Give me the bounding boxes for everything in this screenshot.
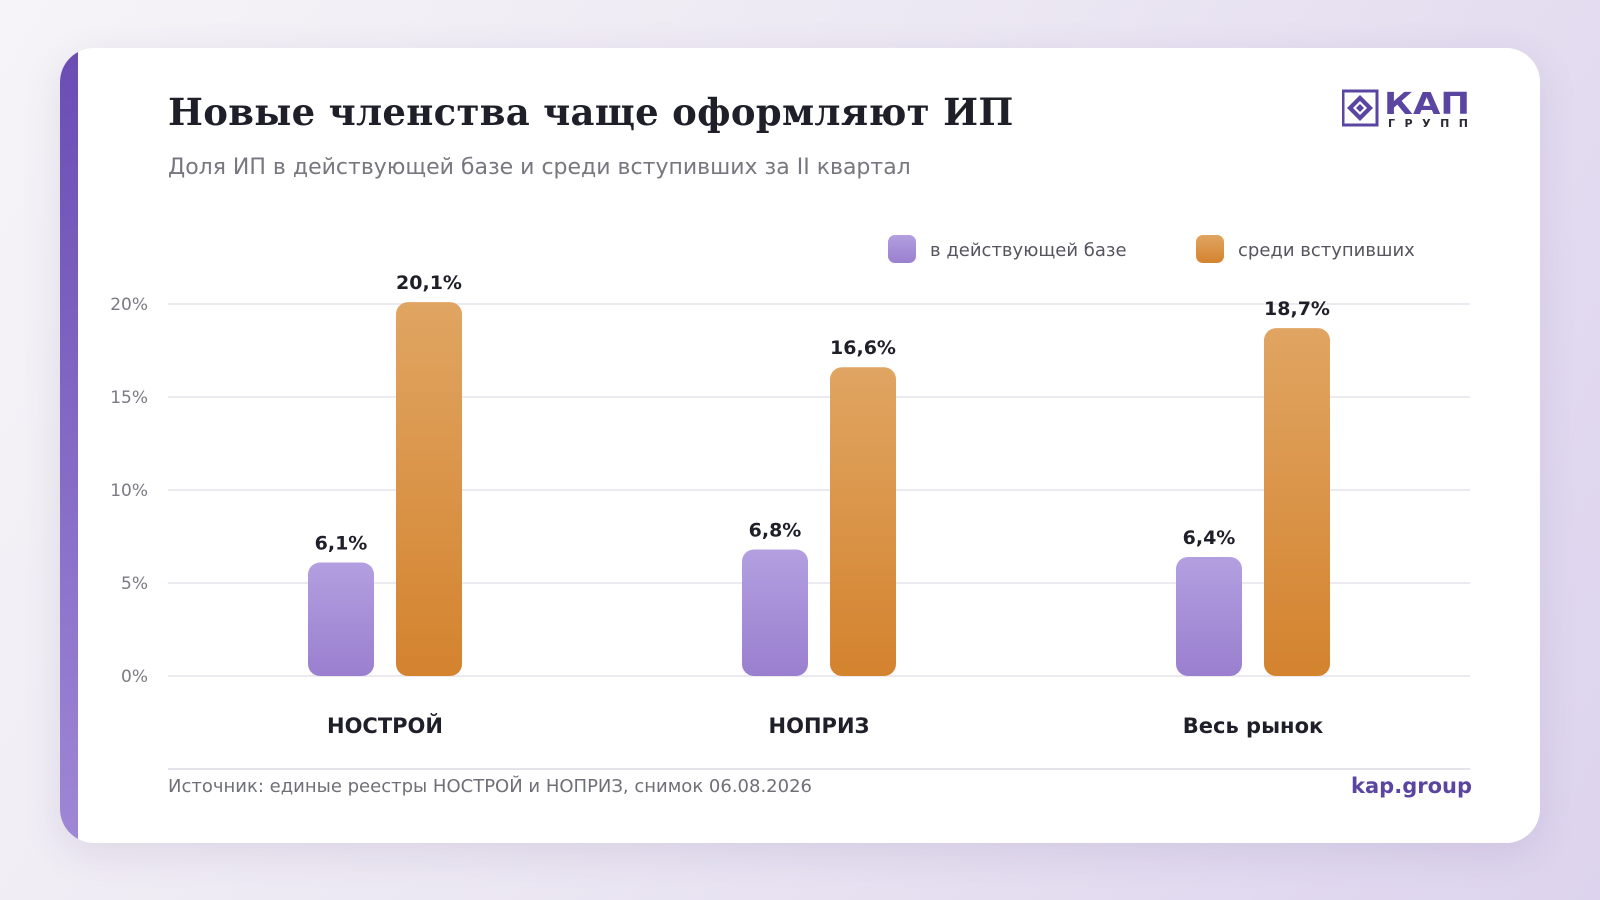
category-label: НОПРИЗ [769, 714, 870, 738]
bar-base-3 [1176, 556, 1242, 676]
company-logo: КАП ГРУПП [1342, 87, 1470, 130]
category-label: Весь рынок [1183, 714, 1324, 738]
chart-subtitle: Доля ИП в действующей базе и среди вступ… [168, 155, 911, 180]
y-tick-label: 10% [110, 481, 148, 501]
data-label: 16,6% [830, 337, 896, 359]
chart-card: Новые членства чаще оформляют ИП Доля ИП… [60, 48, 1540, 843]
y-tick-label: 15% [110, 388, 148, 408]
bar-new-2 [830, 367, 896, 676]
value-labels: 6,1% 20,1% НОСТРОЙ 6,8% 16,6% НОПРИЗ 6,4% 18,7%… [315, 272, 1330, 738]
bar-new-1 [396, 302, 462, 676]
grid-lines: 0% 5% 10% 15% 20% [110, 295, 1470, 687]
data-label: 6,8% [749, 520, 802, 542]
legend-swatch [888, 235, 916, 263]
bar-base-2 [742, 549, 808, 676]
y-tick-label: 0% [121, 667, 148, 687]
logo-name: КАП [1384, 87, 1470, 122]
source-note: Источник: единые реестры НОСТРОЙ и НОПРИ… [168, 776, 812, 797]
footer-divider [168, 768, 1470, 770]
bars [308, 302, 1330, 676]
legend-label: среди вступивших [1238, 240, 1415, 261]
data-label: 6,4% [1183, 527, 1236, 549]
y-tick-label: 5% [121, 574, 148, 594]
data-label: 6,1% [315, 533, 368, 555]
category-label: НОСТРОЙ [327, 713, 443, 738]
diamond-logo-icon [1342, 89, 1379, 127]
legend-swatch [1196, 235, 1224, 263]
data-label: 20,1% [396, 272, 462, 294]
chart-title: Новые членства чаще оформляют ИП [168, 90, 1014, 134]
data-label: 18,7% [1264, 298, 1330, 320]
bar-chart: 0% 5% 10% 15% 20% 6,1% 20,1% НОСТРОЙ 6,8% 16,6% Н… [110, 235, 1470, 738]
bar-base-1 [308, 562, 374, 676]
site-link[interactable]: kap.group [1351, 774, 1472, 798]
logo-sub: ГРУПП [1388, 117, 1468, 130]
legend: в действующей базе среди вступивших [888, 235, 1415, 263]
y-tick-label: 20% [110, 295, 148, 315]
bar-new-3 [1264, 328, 1330, 676]
accent-bar [60, 48, 78, 843]
legend-label: в действующей базе [930, 240, 1127, 261]
